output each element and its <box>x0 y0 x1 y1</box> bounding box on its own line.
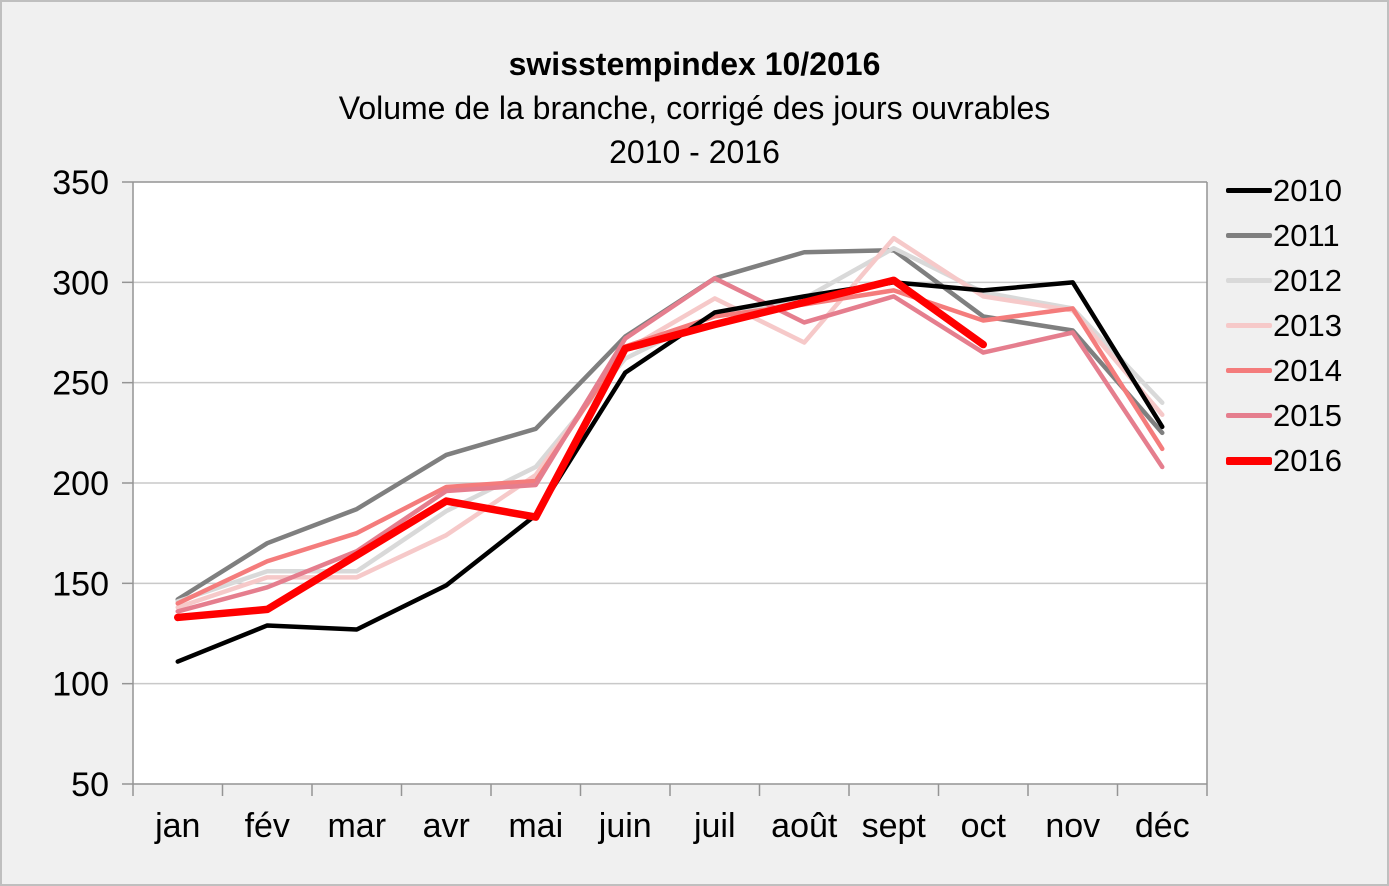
x-axis-label: fév <box>245 807 290 845</box>
legend-swatch-2015 <box>1226 413 1272 418</box>
legend-label-2011: 2011 <box>1273 217 1340 253</box>
legend-entry-2014: 2014 <box>1226 348 1342 393</box>
legend-label-2016: 2016 <box>1273 442 1342 478</box>
legend-swatch-2016 <box>1226 456 1272 465</box>
x-axis-label: mai <box>508 807 563 845</box>
legend-label-2015: 2015 <box>1273 397 1342 433</box>
x-axis-label: nov <box>1045 807 1100 845</box>
y-axis-label: 100 <box>52 666 109 704</box>
chart-title-block: swisstempindex 10/2016 Volume de la bran… <box>2 42 1387 174</box>
x-axis-label: jan <box>154 807 200 845</box>
legend-label-2012: 2012 <box>1273 262 1342 298</box>
legend-swatch-2013 <box>1226 323 1272 328</box>
legend-label-2010: 2010 <box>1273 172 1342 208</box>
legend-entry-2013: 2013 <box>1226 303 1342 348</box>
series-line-2016 <box>174 276 987 622</box>
legend-swatch-2011 <box>1226 233 1272 238</box>
y-axis-label: 50 <box>71 766 109 804</box>
x-axis-label: sept <box>862 807 927 845</box>
legend-swatch-2012 <box>1226 278 1272 283</box>
legend-entry-2012: 2012 <box>1226 258 1342 303</box>
series-line-2013 <box>175 235 1165 610</box>
legend-entry-2011: 2011 <box>1226 213 1342 258</box>
legend-entry-2016: 2016 <box>1226 438 1342 483</box>
series-line-2014 <box>175 288 1165 606</box>
y-axis-label: 350 <box>52 164 109 202</box>
legend-label-2013: 2013 <box>1273 307 1342 343</box>
x-axis-label: juin <box>598 807 652 845</box>
chart-subtitle: Volume de la branche, corrigé des jours … <box>338 90 1051 126</box>
legend-swatch-2010 <box>1226 188 1272 193</box>
x-axis-label: oct <box>961 807 1007 845</box>
series-line-2010 <box>175 280 1165 664</box>
x-axis-label: mar <box>327 807 386 845</box>
x-axis-label: août <box>771 807 838 845</box>
legend-label-2014: 2014 <box>1273 352 1342 388</box>
legend-entry-2010: 2010 <box>1226 168 1342 213</box>
legend-entry-2015: 2015 <box>1226 393 1342 438</box>
y-axis-label: 150 <box>52 565 109 603</box>
legend-swatch-2014 <box>1226 368 1272 373</box>
y-axis-label: 300 <box>52 264 109 302</box>
x-axis-label: déc <box>1135 807 1190 845</box>
y-axis-label: 250 <box>52 365 109 403</box>
series-line-2015 <box>175 276 1165 614</box>
chart-legend: 2010 2011 2012 2013 2014 2015 2016 <box>1226 168 1342 483</box>
chart-title: swisstempindex 10/2016 <box>508 46 881 82</box>
chart-period: 2010 - 2016 <box>609 134 780 170</box>
x-axis-label: avr <box>423 807 470 845</box>
y-axis-label: 200 <box>52 465 109 503</box>
x-axis-label: juil <box>693 807 736 845</box>
